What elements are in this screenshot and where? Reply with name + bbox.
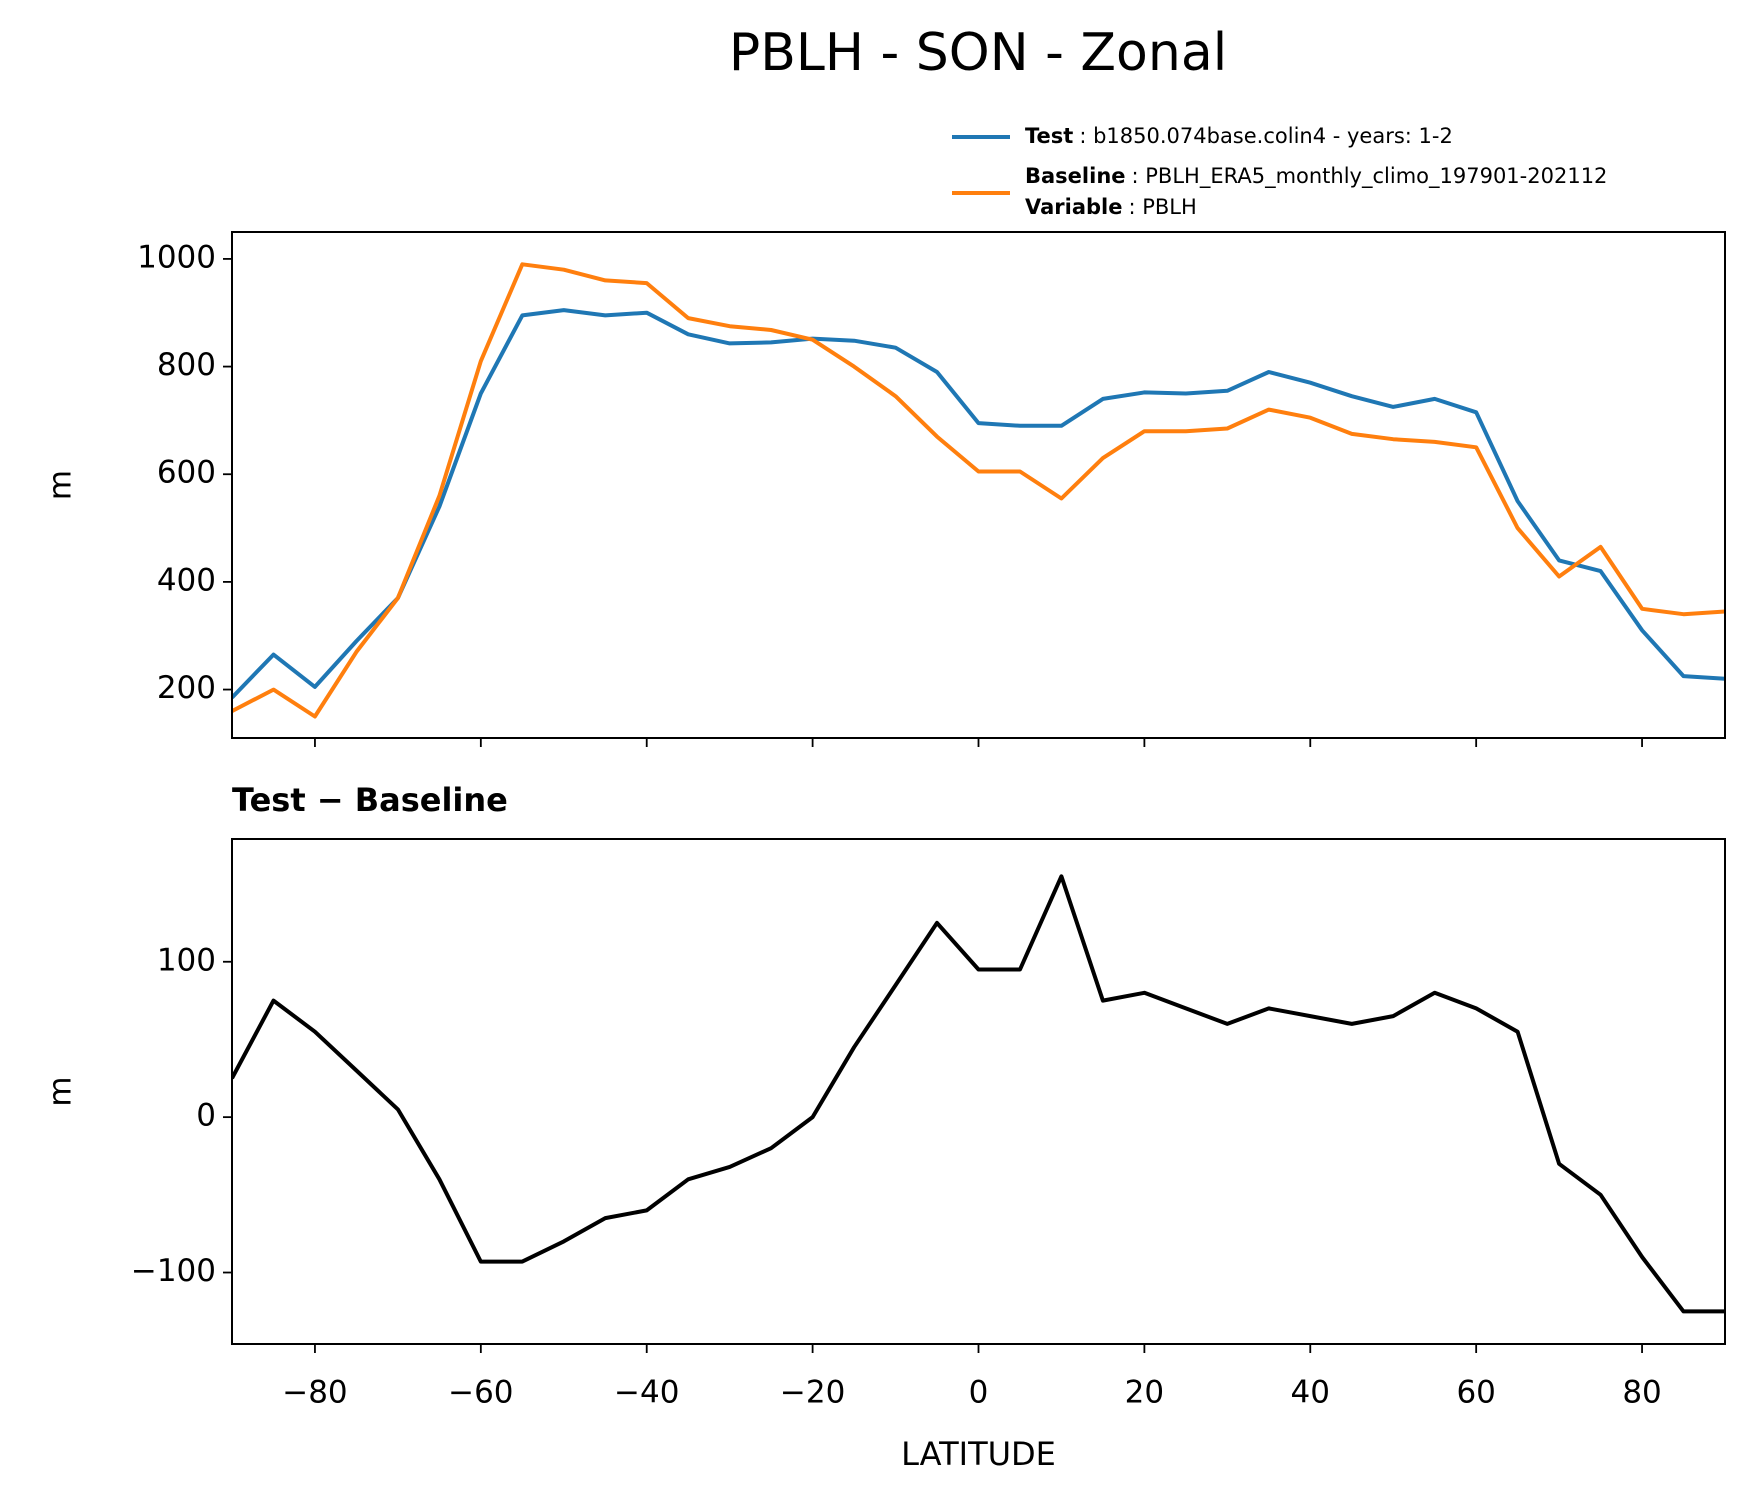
series-line: [232, 308, 1725, 699]
x-tick-label: −40: [614, 1375, 679, 1411]
figure-title: PBLH - SON - Zonal: [729, 23, 1227, 83]
x-tick-label: 80: [1622, 1375, 1661, 1411]
y-tick-label: 400: [157, 562, 216, 598]
x-tick-label: 60: [1456, 1375, 1495, 1411]
y-axis-label: m: [43, 470, 79, 500]
legend-note-name: Variable: [1025, 195, 1122, 219]
x-tick-label: −60: [448, 1375, 513, 1411]
legend-name: Test: [1025, 124, 1073, 148]
x-tick-label: 0: [969, 1375, 989, 1411]
legend-name: Baseline: [1025, 164, 1126, 188]
y-tick-label: 800: [157, 347, 216, 383]
x-tick-label: 40: [1291, 1375, 1330, 1411]
series-line: [232, 262, 1725, 719]
y-axis-label: m: [43, 1076, 79, 1106]
legend-entry: Baseline: PBLH_ERA5_monthly_climo_197901…: [1025, 164, 1607, 189]
x-axis-label: LATITUDE: [901, 1435, 1056, 1473]
y-tick-label: 600: [157, 455, 216, 491]
y-tick-label: −100: [131, 1253, 216, 1289]
subplot-title: Test − Baseline: [232, 781, 508, 819]
legend-description: : PBLH_ERA5_monthly_climo_197901-202112: [1132, 164, 1608, 189]
legend-note-text: : PBLH: [1128, 195, 1196, 219]
legend-note: Variable: PBLH: [1025, 195, 1197, 219]
axes-frame: [231, 231, 1726, 739]
legend-description: : b1850.074base.colin4 - years: 1-2: [1079, 124, 1453, 148]
series-line: [232, 874, 1725, 1314]
y-tick-label: 100: [157, 942, 216, 978]
y-tick-label: 200: [157, 670, 216, 706]
axes-frame: [231, 838, 1726, 1345]
x-tick-label: −80: [282, 1375, 347, 1411]
x-tick-label: −20: [780, 1375, 845, 1411]
legend-entry: Test: b1850.074base.colin4 - years: 1-2: [1025, 124, 1453, 148]
y-tick-label: 1000: [137, 239, 216, 275]
x-tick-label: 20: [1125, 1375, 1164, 1411]
y-tick-label: 0: [196, 1098, 216, 1134]
